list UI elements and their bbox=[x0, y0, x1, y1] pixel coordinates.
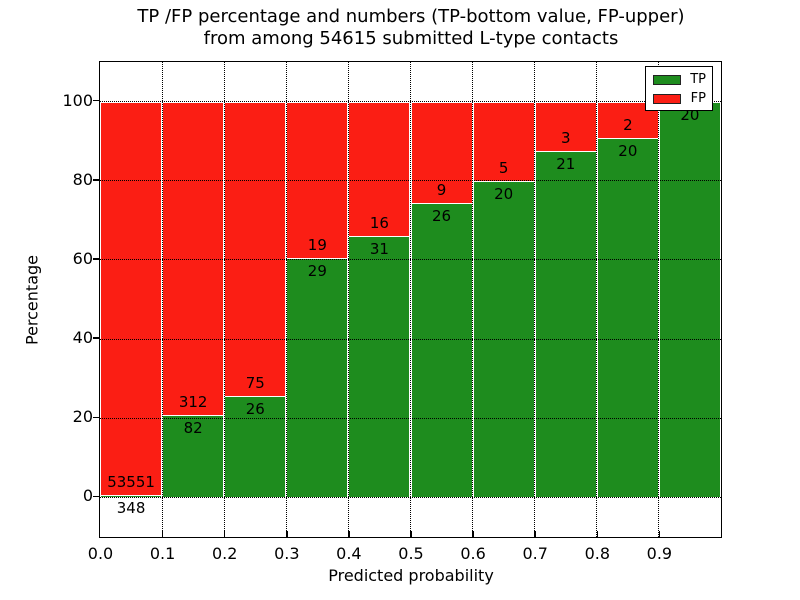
legend-item-fp: FP bbox=[653, 91, 706, 106]
bar-segment-tp bbox=[410, 203, 473, 498]
bar-label-fp: 75 bbox=[245, 373, 265, 392]
bar-segment-fp bbox=[410, 101, 473, 204]
bar-label-tp: 31 bbox=[369, 240, 389, 259]
y-tick-label: 40 bbox=[72, 328, 93, 348]
x-tick-label: 0.7 bbox=[522, 544, 548, 563]
bar-segment-tp bbox=[100, 494, 163, 498]
bar-label-tp: 82 bbox=[183, 419, 203, 438]
legend-label-fp: FP bbox=[690, 91, 706, 106]
bar-label-fp: 19 bbox=[307, 236, 327, 255]
x-tick-mark bbox=[348, 530, 350, 538]
bar-label-fp: 3 bbox=[560, 129, 571, 148]
v-gridline bbox=[472, 62, 474, 537]
bar-segment-fp bbox=[348, 101, 411, 237]
v-gridline bbox=[534, 62, 536, 537]
chart-title-line2: from among 54615 submitted L-type contac… bbox=[203, 28, 619, 49]
x-axis-label: Predicted probability bbox=[328, 566, 494, 585]
chart-title: TP /FP percentage and numbers (TP-bottom… bbox=[137, 6, 684, 50]
bar-segment-tp bbox=[658, 101, 721, 498]
bar-label-tp: 26 bbox=[432, 207, 452, 226]
grid-layer bbox=[100, 62, 721, 537]
bar-labels-layer: 53551 348 312 82 75 26 19 29 16 31 9 26 5 20 3 21 2 20 20 bbox=[100, 62, 721, 537]
x-tick-mark bbox=[596, 530, 599, 538]
v-gridline bbox=[285, 62, 287, 537]
x-tick-label: 0.1 bbox=[149, 544, 176, 563]
bar-segment-fp bbox=[534, 101, 597, 152]
y-tick-mark bbox=[93, 258, 99, 260]
x-tick-label: 0.9 bbox=[646, 544, 673, 563]
x-tick-mark bbox=[658, 530, 661, 538]
bar-segment-tp bbox=[596, 137, 659, 498]
legend-swatch-fp bbox=[653, 93, 681, 104]
v-gridline bbox=[347, 62, 349, 537]
v-gridline bbox=[223, 62, 225, 537]
chart-title-line1: TP /FP percentage and numbers (TP-bottom… bbox=[137, 6, 685, 27]
x-tick-label: 0.3 bbox=[274, 544, 300, 563]
bar-segment-tp bbox=[534, 151, 597, 498]
x-tick-mark bbox=[472, 530, 474, 538]
v-gridline bbox=[596, 62, 598, 537]
x-tick-label: 0.5 bbox=[398, 544, 424, 563]
y-tick-mark bbox=[93, 495, 99, 498]
bar-segment-fp bbox=[224, 101, 287, 396]
legend-item-tp: TP bbox=[653, 72, 706, 87]
bar-label-fp: 16 bbox=[369, 214, 389, 233]
x-tick-label: 0.0 bbox=[87, 544, 114, 563]
y-tick-label: 100 bbox=[62, 90, 93, 110]
x-tick-mark bbox=[286, 530, 288, 538]
bar-label-fp: 5 bbox=[498, 158, 509, 177]
y-tick-mark bbox=[93, 337, 99, 339]
bar-segment-tp bbox=[286, 258, 349, 498]
bar-segment-tp bbox=[224, 395, 287, 498]
bar-label-fp: 312 bbox=[178, 393, 208, 412]
x-tick-mark bbox=[534, 530, 536, 538]
bar-label-fp: 9 bbox=[436, 181, 447, 200]
legend-label-tp: TP bbox=[690, 72, 706, 87]
y-tick-label: 20 bbox=[72, 407, 93, 427]
bar-segment-tp bbox=[162, 415, 225, 498]
bar-label-tp: 348 bbox=[116, 498, 146, 517]
bar-label-tp: 20 bbox=[494, 184, 514, 203]
y-tick-mark bbox=[93, 179, 99, 181]
bar-label-tp: 21 bbox=[556, 155, 576, 174]
legend: TP FP bbox=[645, 66, 713, 111]
bars-layer bbox=[100, 62, 721, 537]
y-tick-mark bbox=[93, 99, 99, 102]
y-tick-mark bbox=[93, 416, 99, 418]
bar-segment-fp bbox=[100, 101, 163, 495]
bar-segment-fp bbox=[472, 101, 535, 181]
x-tick-mark bbox=[223, 530, 226, 538]
bar-label-tp: 20 bbox=[618, 141, 638, 160]
x-tick-label: 0.8 bbox=[584, 544, 611, 563]
v-gridline bbox=[658, 62, 660, 537]
x-tick-label: 0.2 bbox=[211, 544, 238, 563]
legend-swatch-tp bbox=[653, 74, 681, 85]
x-tick-label: 0.6 bbox=[460, 544, 486, 563]
bar-segment-tp bbox=[348, 236, 411, 498]
v-gridline bbox=[161, 62, 163, 537]
v-gridline bbox=[410, 62, 411, 537]
x-tick-label: 0.4 bbox=[336, 544, 362, 563]
bar-label-fp: 53551 bbox=[107, 472, 155, 491]
y-tick-label: 80 bbox=[72, 169, 93, 189]
bar-segment-fp bbox=[162, 101, 225, 416]
x-tick-mark bbox=[161, 530, 164, 538]
plot-area: 53551 348 312 82 75 26 19 29 16 31 9 26 5 20 3 21 2 20 20 … bbox=[99, 61, 722, 538]
bar-label-fp: 2 bbox=[623, 115, 633, 134]
bar-label-tp: 26 bbox=[245, 399, 265, 418]
y-tick-label: 60 bbox=[72, 248, 93, 268]
bar-label-tp: 29 bbox=[307, 262, 327, 281]
x-tick-mark bbox=[410, 530, 412, 538]
y-tick-label: 0 bbox=[82, 486, 93, 506]
